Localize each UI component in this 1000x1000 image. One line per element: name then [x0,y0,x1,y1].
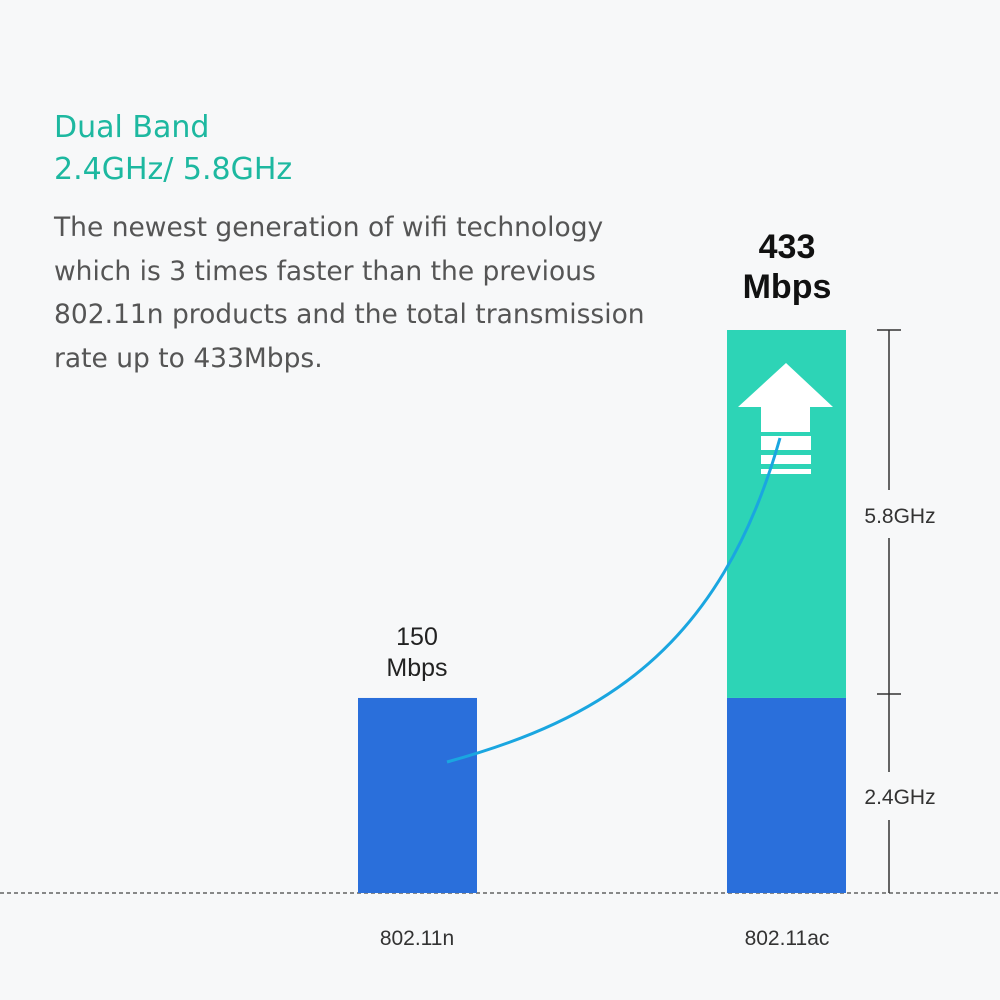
data-label-unit: Mbps [743,268,832,306]
description-line: 802.11n products and the total transmiss… [54,299,645,330]
title-line2: 2.4GHz/ 5.8GHz [54,152,293,187]
legend-5.8ghz: 5.8GHz [864,505,935,528]
band-bracket [870,329,910,893]
data-label-value: 433 [759,228,816,266]
bar-802.11ac-2.4GHz [727,697,846,893]
description-line: rate up to 433Mbps. [54,342,323,374]
data-label-value: 150 [396,623,438,651]
curve-connector [446,437,782,764]
x-tick-label: 802.11n [380,927,454,950]
title-line1: Dual Band [54,110,210,145]
description-line: which is 3 times faster than the previou… [54,255,596,287]
x-tick-label: 802.11ac [745,927,830,950]
bar-802.11n-2.4GHz [358,697,477,893]
description: The newest generation of wifi technology… [54,206,754,380]
data-label-unit: Mbps [386,654,447,682]
description-line: The newest generation of wifi technology [54,212,604,243]
up-arrow-icon [738,363,833,474]
legend-2.4ghz: 2.4GHz [864,786,935,809]
